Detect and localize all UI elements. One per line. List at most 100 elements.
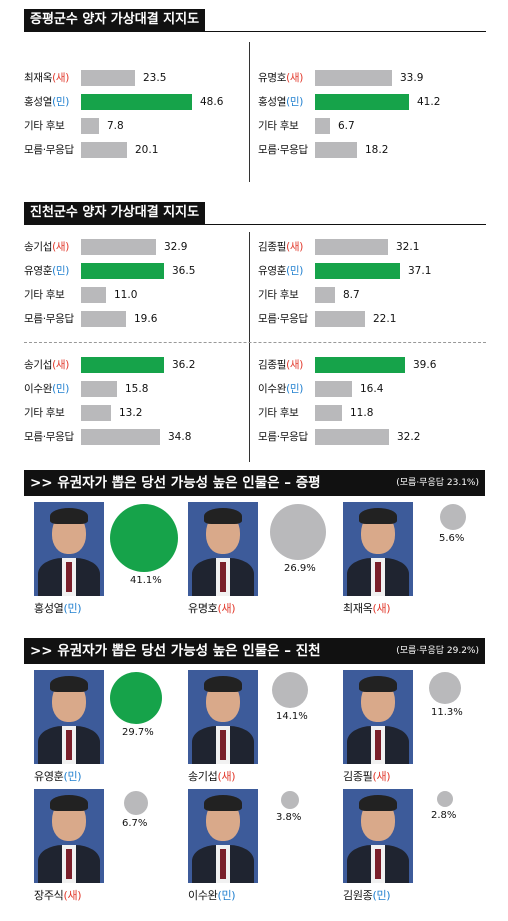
candidate-name: 이수완 [258, 383, 287, 395]
bar-row: 기타 후보 6.7 [258, 117, 478, 135]
candidate-name: 홍성열 [24, 96, 53, 108]
candidate-name: 송기섭 [24, 241, 53, 253]
bar-value: 13.2 [119, 407, 143, 419]
bar-row: 유영훈(민) 36.5 [24, 262, 244, 280]
party-tag: (민) [52, 96, 70, 108]
bar-row: 최재옥(새) 23.5 [24, 69, 244, 87]
bar-row: 모름·무응답 32.2 [258, 428, 478, 446]
bar [81, 118, 99, 134]
candidate-photo [188, 502, 258, 596]
bar-row: 기타 후보 13.2 [24, 404, 244, 422]
likelihood-value: 6.7% [122, 818, 148, 829]
section-title-jincheon-matchup: 진천군수 양자 가상대결 지지도 [24, 202, 206, 224]
bar-row: 김종필(새) 32.1 [258, 238, 478, 256]
party-tag: (민) [52, 383, 70, 395]
bar-value: 22.1 [373, 313, 397, 325]
candidate-name: 김종필 [258, 359, 287, 371]
bar [315, 287, 335, 303]
party-tag: (새) [286, 359, 304, 371]
candidate-name: 모름·무응답 [258, 313, 308, 325]
candidate-card: 26.9% 유명호(새) [188, 502, 333, 622]
bar-value: 48.6 [200, 96, 224, 108]
bar-label: 모름·무응답 [24, 141, 74, 159]
candidate-photo [343, 789, 413, 883]
bar [81, 94, 192, 110]
party-tag: (새) [52, 359, 70, 371]
bar-label: 유영훈(민) [258, 262, 303, 280]
bar-value: 20.1 [135, 144, 159, 156]
bar [315, 357, 405, 373]
candidate-name: 이수완(민) [188, 889, 236, 902]
bar-label: 모름·무응답 [258, 141, 308, 159]
candidate-name: 기타 후보 [24, 120, 65, 132]
bar-value: 34.8 [168, 431, 192, 443]
party-tag: (새) [286, 241, 304, 253]
section-note: (모름·무응답 23.1%) [396, 478, 479, 488]
bar-value: 15.8 [125, 383, 149, 395]
bar [81, 311, 126, 327]
likelihood-value: 2.8% [431, 810, 457, 821]
bar-value: 18.2 [365, 144, 389, 156]
party-tag: (새) [52, 72, 70, 84]
bar-value: 32.9 [164, 241, 188, 253]
bar [315, 263, 400, 279]
candidate-name: 유영훈(민) [34, 770, 82, 783]
bar-label: 이수완(민) [24, 380, 69, 398]
bar-row: 기타 후보 8.7 [258, 286, 478, 304]
candidate-card: 11.3% 김종필(새) [343, 670, 488, 790]
party-tag: (민) [286, 383, 304, 395]
candidate-card: 41.1% 홍성열(민) [34, 502, 179, 622]
bar-row: 모름·무응답 18.2 [258, 141, 478, 159]
bar-value: 41.2 [417, 96, 441, 108]
likelihood-value: 29.7% [122, 727, 154, 738]
bar-value: 32.2 [397, 431, 421, 443]
likelihood-value: 14.1% [276, 711, 308, 722]
bar [81, 429, 160, 445]
candidate-name: 최재옥(새) [343, 602, 391, 615]
party-tag: (민) [52, 265, 70, 277]
candidate-name: 송기섭(새) [188, 770, 236, 783]
candidate-name: 기타 후보 [24, 407, 65, 419]
candidate-name: 유명호 [258, 72, 287, 84]
bar [81, 70, 135, 86]
candidate-name: 모름·무응답 [258, 431, 308, 443]
bar-value: 16.4 [360, 383, 384, 395]
section-title-jeungpyeong-likelihood: >> 유권자가 뽑은 당선 가능성 높은 인물은 – 증평 (모름·무응답 23… [24, 470, 485, 496]
bar-row: 이수완(민) 16.4 [258, 380, 478, 398]
bar-label: 최재옥(새) [24, 69, 69, 87]
bar [81, 263, 164, 279]
bar-label: 홍성열(민) [258, 93, 303, 111]
bar-value: 19.6 [134, 313, 158, 325]
bar [81, 381, 117, 397]
candidate-card: 5.6% 최재옥(새) [343, 502, 488, 622]
bar-row: 유영훈(민) 37.1 [258, 262, 478, 280]
bar-row: 김종필(새) 39.6 [258, 356, 478, 374]
bar-value: 11.0 [114, 289, 138, 301]
candidate-name: 모름·무응답 [24, 431, 74, 443]
bar-label: 송기섭(새) [24, 356, 69, 374]
bar-label: 모름·무응답 [24, 310, 74, 328]
candidate-card: 29.7% 유영훈(민) [34, 670, 179, 790]
likelihood-circle [270, 504, 326, 560]
bar [81, 239, 156, 255]
bar-value: 36.2 [172, 359, 196, 371]
candidate-name: 이수완 [24, 383, 53, 395]
candidate-name: 김종필 [258, 241, 287, 253]
candidate-name: 모름·무응답 [24, 144, 74, 156]
bar [315, 311, 365, 327]
bar-value: 23.5 [143, 72, 167, 84]
bar [315, 142, 357, 158]
likelihood-circle [110, 672, 162, 724]
bar-value: 6.7 [338, 120, 355, 132]
section-title-text: >> 유권자가 뽑은 당선 가능성 높은 인물은 – 증평 [30, 475, 321, 491]
bar-row: 모름·무응답 20.1 [24, 141, 244, 159]
bar-value: 8.7 [343, 289, 360, 301]
bar-label: 모름·무응답 [258, 310, 308, 328]
candidate-name: 김종필(새) [343, 770, 391, 783]
bar-value: 33.9 [400, 72, 424, 84]
likelihood-value: 5.6% [439, 533, 465, 544]
bar-label: 모름·무응답 [24, 428, 74, 446]
candidate-photo [343, 670, 413, 764]
bar [81, 142, 127, 158]
bar-value: 37.1 [408, 265, 432, 277]
